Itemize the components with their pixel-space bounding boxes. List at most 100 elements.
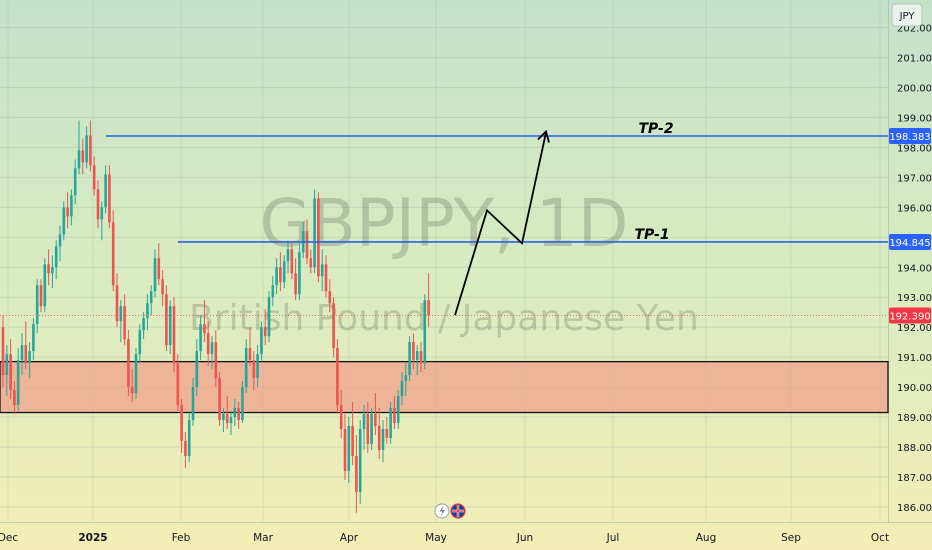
x-tick-label: Jul	[606, 532, 620, 544]
candle-body	[423, 300, 427, 364]
candle	[309, 249, 313, 274]
candle	[347, 417, 351, 483]
candle	[1, 315, 5, 388]
candle	[24, 321, 28, 370]
candle	[377, 408, 381, 459]
candle-body	[51, 267, 54, 274]
candle-body	[355, 455, 358, 492]
candle-body	[362, 414, 366, 430]
candle-body	[172, 306, 176, 364]
lightning-icon[interactable]	[434, 503, 450, 519]
candle	[165, 285, 168, 352]
candle	[256, 345, 259, 388]
candle-body	[149, 291, 153, 304]
currency-badge[interactable]: JPY	[891, 3, 923, 27]
candle-body	[13, 390, 16, 406]
candle-body	[271, 285, 275, 298]
candle-body	[39, 285, 43, 307]
candle	[184, 431, 187, 468]
candle	[267, 291, 271, 343]
candle-body	[408, 342, 411, 376]
candle	[404, 363, 408, 397]
candle-body	[199, 324, 202, 352]
candle	[222, 408, 225, 432]
candle-body	[358, 429, 362, 492]
candle	[374, 393, 377, 435]
x-tick-label: Oct	[871, 532, 889, 544]
candle-body	[252, 360, 256, 379]
candle	[415, 345, 419, 376]
candle	[237, 402, 240, 430]
candle	[206, 321, 210, 367]
candle-body	[161, 279, 164, 295]
candle-body	[347, 426, 351, 471]
candle-body	[260, 327, 263, 355]
x-axis: Dec 2025 Feb Mar Apr May Jun Jul Aug Sep Oct	[0, 532, 889, 544]
candle	[419, 342, 423, 373]
last-price-badge	[889, 307, 931, 324]
candle-body	[370, 414, 373, 444]
uk-flag-icon[interactable]	[450, 503, 466, 519]
candle	[271, 276, 275, 307]
candle	[286, 240, 290, 274]
candle	[210, 336, 214, 370]
candle	[89, 120, 92, 172]
candle-body	[317, 198, 320, 277]
candle	[111, 210, 115, 292]
candle	[358, 420, 362, 504]
candle	[5, 345, 9, 397]
candle	[393, 396, 396, 430]
candle-body	[294, 273, 297, 295]
x-tick-label: Jun	[516, 532, 533, 544]
candle	[332, 297, 335, 358]
candle-body	[70, 195, 73, 217]
candle-body	[96, 189, 100, 220]
candle-body	[206, 333, 210, 355]
y-tick-label: 188.000	[897, 443, 932, 454]
candle-body	[92, 165, 96, 190]
currency-badge-box[interactable]	[891, 3, 923, 27]
candle	[294, 258, 297, 301]
candle-body	[119, 306, 123, 322]
candle-body	[343, 429, 347, 471]
x-tick-label: 2025	[78, 532, 107, 544]
y-tick-label: 191.000	[897, 353, 932, 364]
candle	[324, 255, 328, 298]
watermark-layer: GBPJPY, 1D British Pound / Japanese Yen	[189, 185, 699, 339]
candle-body	[77, 150, 81, 169]
projection-arrowhead	[537, 129, 550, 143]
x-tick-label: May	[425, 532, 447, 544]
x-tick-label: Mar	[253, 532, 273, 544]
candle	[336, 339, 339, 415]
x-tick-label: Aug	[696, 532, 717, 544]
candle	[400, 372, 404, 406]
candle	[146, 294, 149, 331]
candle-body	[290, 249, 294, 274]
candle	[73, 159, 77, 205]
y-tick-label: 189.000	[897, 413, 932, 424]
x-tick-label: Feb	[172, 532, 191, 544]
candle	[142, 312, 145, 340]
candle	[396, 390, 400, 430]
candle-body	[309, 258, 313, 268]
candle-body	[412, 342, 415, 361]
candle	[298, 243, 301, 301]
candle	[423, 294, 427, 370]
watermark-symbol: GBPJPY, 1D	[259, 185, 628, 262]
candle-body	[111, 222, 115, 286]
candle-body	[100, 207, 104, 220]
candle-body	[385, 429, 389, 438]
candle-body	[218, 378, 221, 421]
candle	[115, 273, 119, 328]
candle-body	[85, 135, 88, 163]
candle	[214, 330, 218, 388]
candle-body	[233, 408, 237, 418]
candle	[366, 402, 370, 453]
x-tick-label: Apr	[340, 532, 359, 544]
y-tick-label: 193.000	[897, 293, 932, 304]
candle	[290, 243, 294, 280]
candle-body	[123, 306, 126, 340]
candle-body	[176, 363, 180, 406]
candle-body	[9, 354, 12, 391]
